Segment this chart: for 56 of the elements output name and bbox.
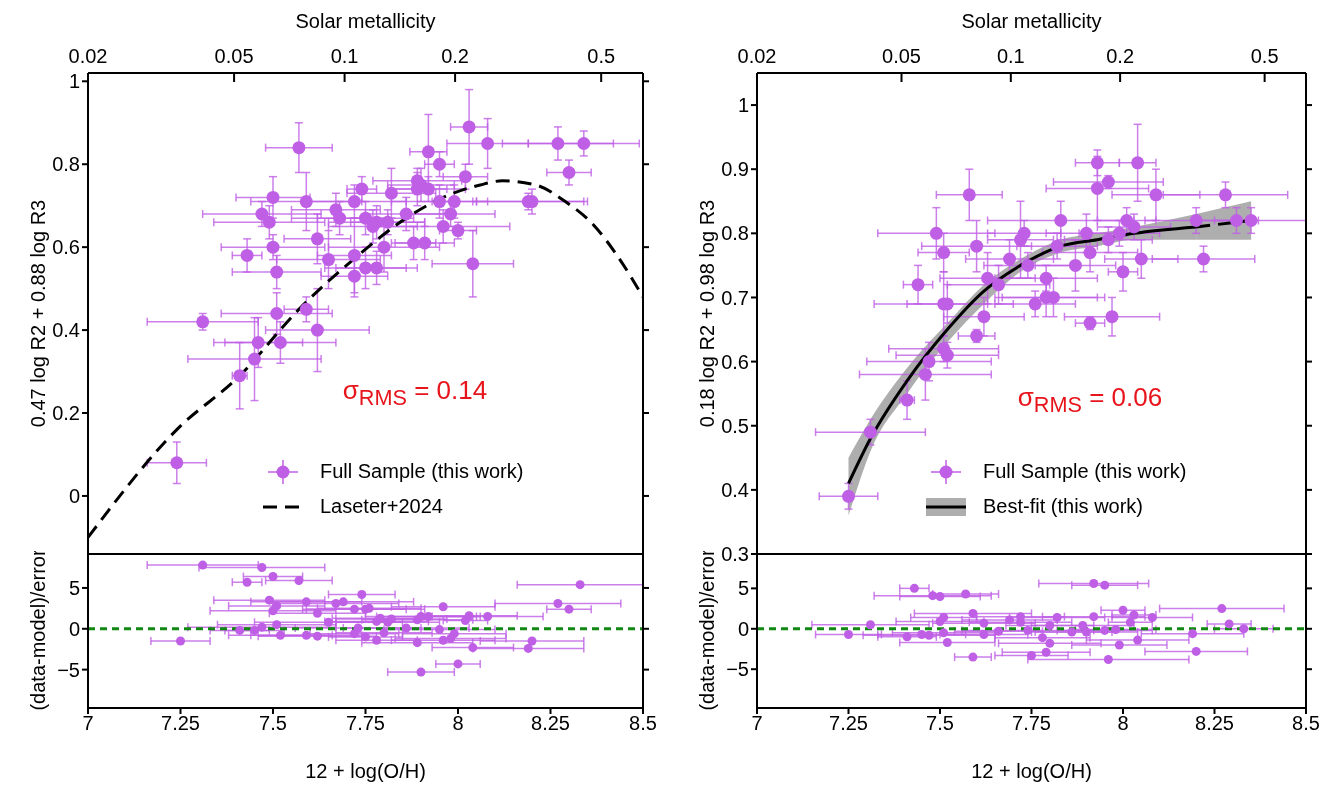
y-tick-label: −5 <box>726 658 749 681</box>
y-tick-label: 0.8 <box>52 153 80 176</box>
x-tick-label: 8 <box>1117 712 1129 735</box>
y-tick-label: 0.5 <box>721 414 749 437</box>
x-tick-label: 7 <box>82 712 94 735</box>
x-tick-label: 8.5 <box>629 712 657 735</box>
y-tick-label: 0.2 <box>52 402 80 425</box>
x2-tick-label: 0.2 <box>1106 45 1135 67</box>
y-tick-label: 0 <box>68 485 80 508</box>
x-tick-label: 7.75 <box>1012 712 1051 735</box>
y-tick-label: 0 <box>68 617 80 640</box>
y-tick-label: 0.4 <box>721 478 749 501</box>
x2-axis-title: Solar metallicity <box>961 10 1102 32</box>
y-axis-title: 0.18 log R2 + 0.98 log R3 <box>696 199 719 428</box>
legend-label: Laseter+2024 <box>320 495 443 518</box>
legend-label: Full Sample (this work) <box>320 460 524 483</box>
x2-tick-label: 0.5 <box>587 45 616 67</box>
y-tick-label: −5 <box>57 658 80 681</box>
x-tick-label: 7.75 <box>346 712 385 735</box>
x2-tick-label: 0.1 <box>330 45 359 67</box>
x2-tick-label: 0.5 <box>1250 45 1279 67</box>
y-tick-label: 0.8 <box>721 222 749 245</box>
x-tick-label: 7.25 <box>161 712 200 735</box>
x2-tick-label: 0.05 <box>882 45 921 67</box>
annotation: σ$_{RMS}$ = 0.06 <box>1017 381 1163 419</box>
legend-label: Best-fit (this work) <box>983 495 1144 518</box>
x-axis-title: 12 + log(O/H) <box>305 760 426 782</box>
y-tick-label: 1 <box>737 94 749 117</box>
x2-tick-label: 0.05 <box>214 45 254 67</box>
legend-label: Full Sample (this work) <box>983 460 1187 483</box>
y-tick-label: 5 <box>68 577 80 600</box>
x-tick-label: 7 <box>751 712 763 735</box>
x-tick-label: 7.25 <box>829 712 868 735</box>
y-tick-label: 0.6 <box>52 236 80 259</box>
x-tick-label: 7.5 <box>259 712 287 735</box>
x2-axis-title: Solar metallicity <box>295 10 436 32</box>
y-tick-label: 5 <box>737 577 749 600</box>
x2-tick-label: 0.2 <box>441 45 469 67</box>
x-tick-label: 8 <box>452 712 464 735</box>
x-tick-label: 8.25 <box>1195 712 1234 735</box>
y-tick-label: 0.3 <box>721 543 749 566</box>
annotation: σ$_{RMS}$ = 0.14 <box>342 374 488 412</box>
x-tick-label: 8.25 <box>531 712 570 735</box>
x2-tick-label: 0.02 <box>737 45 777 67</box>
y-tick-label: 0 <box>737 617 749 640</box>
y-tick-label: 0.4 <box>52 319 80 342</box>
x-tick-label: 7.5 <box>926 712 954 735</box>
x-tick-label: 8.5 <box>1292 712 1320 735</box>
y-axis-title: 0.47 log R2 + 0.88 log R3 <box>27 199 50 428</box>
y-tick-label: 1 <box>68 70 80 93</box>
x2-tick-label: 0.1 <box>996 45 1025 67</box>
x-axis-title: 12 + log(O/H) <box>971 760 1092 782</box>
y-tick-label: 0.9 <box>721 158 749 181</box>
y-tick-label: 0.6 <box>721 350 749 373</box>
y-tick-label: 0.7 <box>721 286 749 309</box>
x2-tick-label: 0.02 <box>68 45 108 67</box>
